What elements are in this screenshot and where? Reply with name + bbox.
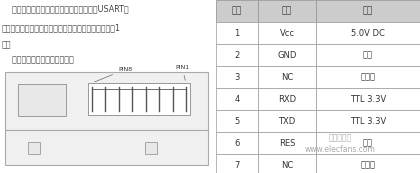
Bar	[216, 154, 258, 173]
Bar	[316, 44, 420, 66]
Text: 本传感器将颗粒物浓度信息以异步通讯（USART）: 本传感器将颗粒物浓度信息以异步通讯（USART）	[2, 4, 129, 13]
Text: TTL 3.3V: TTL 3.3V	[350, 94, 386, 103]
Bar	[216, 22, 258, 44]
Bar	[216, 0, 258, 22]
Bar	[216, 88, 258, 110]
Bar	[258, 44, 316, 66]
Bar	[216, 66, 258, 88]
Text: 2: 2	[234, 51, 240, 60]
Text: TTL 3.3V: TTL 3.3V	[350, 116, 386, 125]
Text: GND: GND	[277, 51, 297, 60]
Text: 5: 5	[234, 116, 240, 125]
Bar	[316, 154, 420, 173]
Text: 地线: 地线	[363, 51, 373, 60]
Bar	[258, 154, 316, 173]
Text: PIN8: PIN8	[94, 67, 132, 82]
Text: 不连接: 不连接	[360, 72, 375, 81]
Text: TXD: TXD	[278, 116, 296, 125]
Bar	[145, 142, 157, 153]
Bar	[316, 0, 420, 22]
Bar	[88, 83, 190, 115]
Text: RXD: RXD	[278, 94, 296, 103]
Bar	[258, 110, 316, 132]
Text: RES: RES	[279, 139, 295, 148]
Text: 6: 6	[234, 139, 240, 148]
Text: 复位: 复位	[363, 139, 373, 148]
Text: 不连接: 不连接	[360, 161, 375, 170]
Bar	[316, 110, 420, 132]
Bar	[18, 84, 66, 116]
Bar	[5, 72, 208, 130]
Text: 描述: 描述	[363, 7, 373, 16]
Bar	[258, 132, 316, 154]
Bar	[258, 22, 316, 44]
Text: 1: 1	[234, 29, 240, 38]
Text: NC: NC	[281, 72, 293, 81]
Bar	[316, 88, 420, 110]
Bar	[28, 142, 40, 153]
Bar	[216, 132, 258, 154]
Bar	[258, 88, 316, 110]
Bar	[258, 0, 316, 22]
Bar	[316, 132, 420, 154]
Bar	[5, 130, 208, 165]
Text: 7: 7	[234, 161, 240, 170]
Text: 电子发烧友: 电子发烧友	[328, 134, 352, 143]
Bar	[258, 66, 316, 88]
Text: 5.0V DC: 5.0V DC	[351, 29, 385, 38]
Text: PIN1: PIN1	[175, 65, 189, 80]
Bar	[316, 66, 420, 88]
Text: 形式定量输出。上传方式为主动上传，上传间隔时间为1: 形式定量输出。上传方式为主动上传，上传间隔时间为1	[2, 23, 121, 32]
Text: 引脚: 引脚	[232, 7, 242, 16]
Bar	[216, 44, 258, 66]
Text: 名称: 名称	[282, 7, 292, 16]
Bar	[316, 22, 420, 44]
Bar	[216, 110, 258, 132]
Text: www.elecfans.com: www.elecfans.com	[304, 145, 375, 154]
Text: 秒。: 秒。	[2, 40, 11, 49]
Text: NC: NC	[281, 161, 293, 170]
Text: 4: 4	[234, 94, 240, 103]
Text: Vcc: Vcc	[279, 29, 294, 38]
Text: 3: 3	[234, 72, 240, 81]
Text: 各个管脚的定义见右侧表格。: 各个管脚的定义见右侧表格。	[2, 55, 74, 64]
